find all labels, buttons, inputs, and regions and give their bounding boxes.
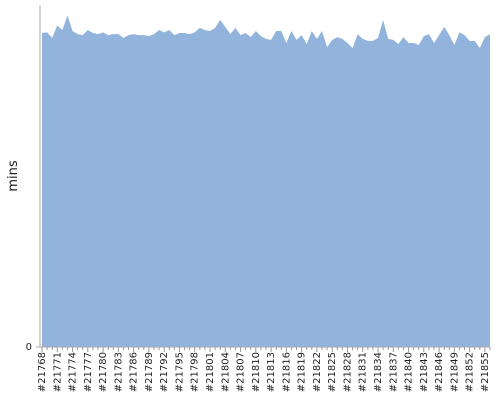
x-tick-label: #21795 xyxy=(174,352,185,392)
area xyxy=(42,15,490,347)
x-tick-label: #21816 xyxy=(281,352,292,392)
x-tick-label: #21777 xyxy=(83,352,94,392)
x-tick-label: #21831 xyxy=(358,352,369,392)
x-tick-label: #21771 xyxy=(52,352,63,392)
x-tick-label: #21855 xyxy=(480,352,491,392)
x-tick-label: #21801 xyxy=(205,352,216,392)
x-tick-label: #21792 xyxy=(159,352,170,392)
x-tick-label: #21834 xyxy=(373,352,384,392)
y-axis-label: mins xyxy=(6,160,21,192)
x-tick-label: #21810 xyxy=(251,352,262,392)
x-tick-label: #21798 xyxy=(190,352,201,392)
x-tick-label: #21846 xyxy=(434,352,445,392)
x-tick-label: #21780 xyxy=(98,352,109,392)
x-tick-label: #21840 xyxy=(404,352,415,392)
x-tick-label: #21843 xyxy=(419,352,430,392)
x-tick-label: #21789 xyxy=(144,352,155,392)
x-tick-label: #21774 xyxy=(68,352,79,392)
x-tick-label: #21783 xyxy=(113,352,124,392)
x-tick-label: #21786 xyxy=(129,352,140,392)
x-tick-label: #21813 xyxy=(266,352,277,392)
x-tick-label: #21807 xyxy=(236,352,247,392)
x-tick-label: #21819 xyxy=(297,352,308,392)
x-tick-label: #21828 xyxy=(342,352,353,392)
x-tick-label: #21804 xyxy=(220,352,231,392)
x-tick-label: #21849 xyxy=(449,352,460,392)
x-tick-label: #21852 xyxy=(465,352,476,392)
y-tick-label: 0 xyxy=(26,342,32,353)
x-tick-label: #21822 xyxy=(312,352,323,392)
x-tick-label: #21837 xyxy=(388,352,399,392)
x-tick-label: #21768 xyxy=(37,352,48,392)
x-tick-label: #21825 xyxy=(327,352,338,392)
